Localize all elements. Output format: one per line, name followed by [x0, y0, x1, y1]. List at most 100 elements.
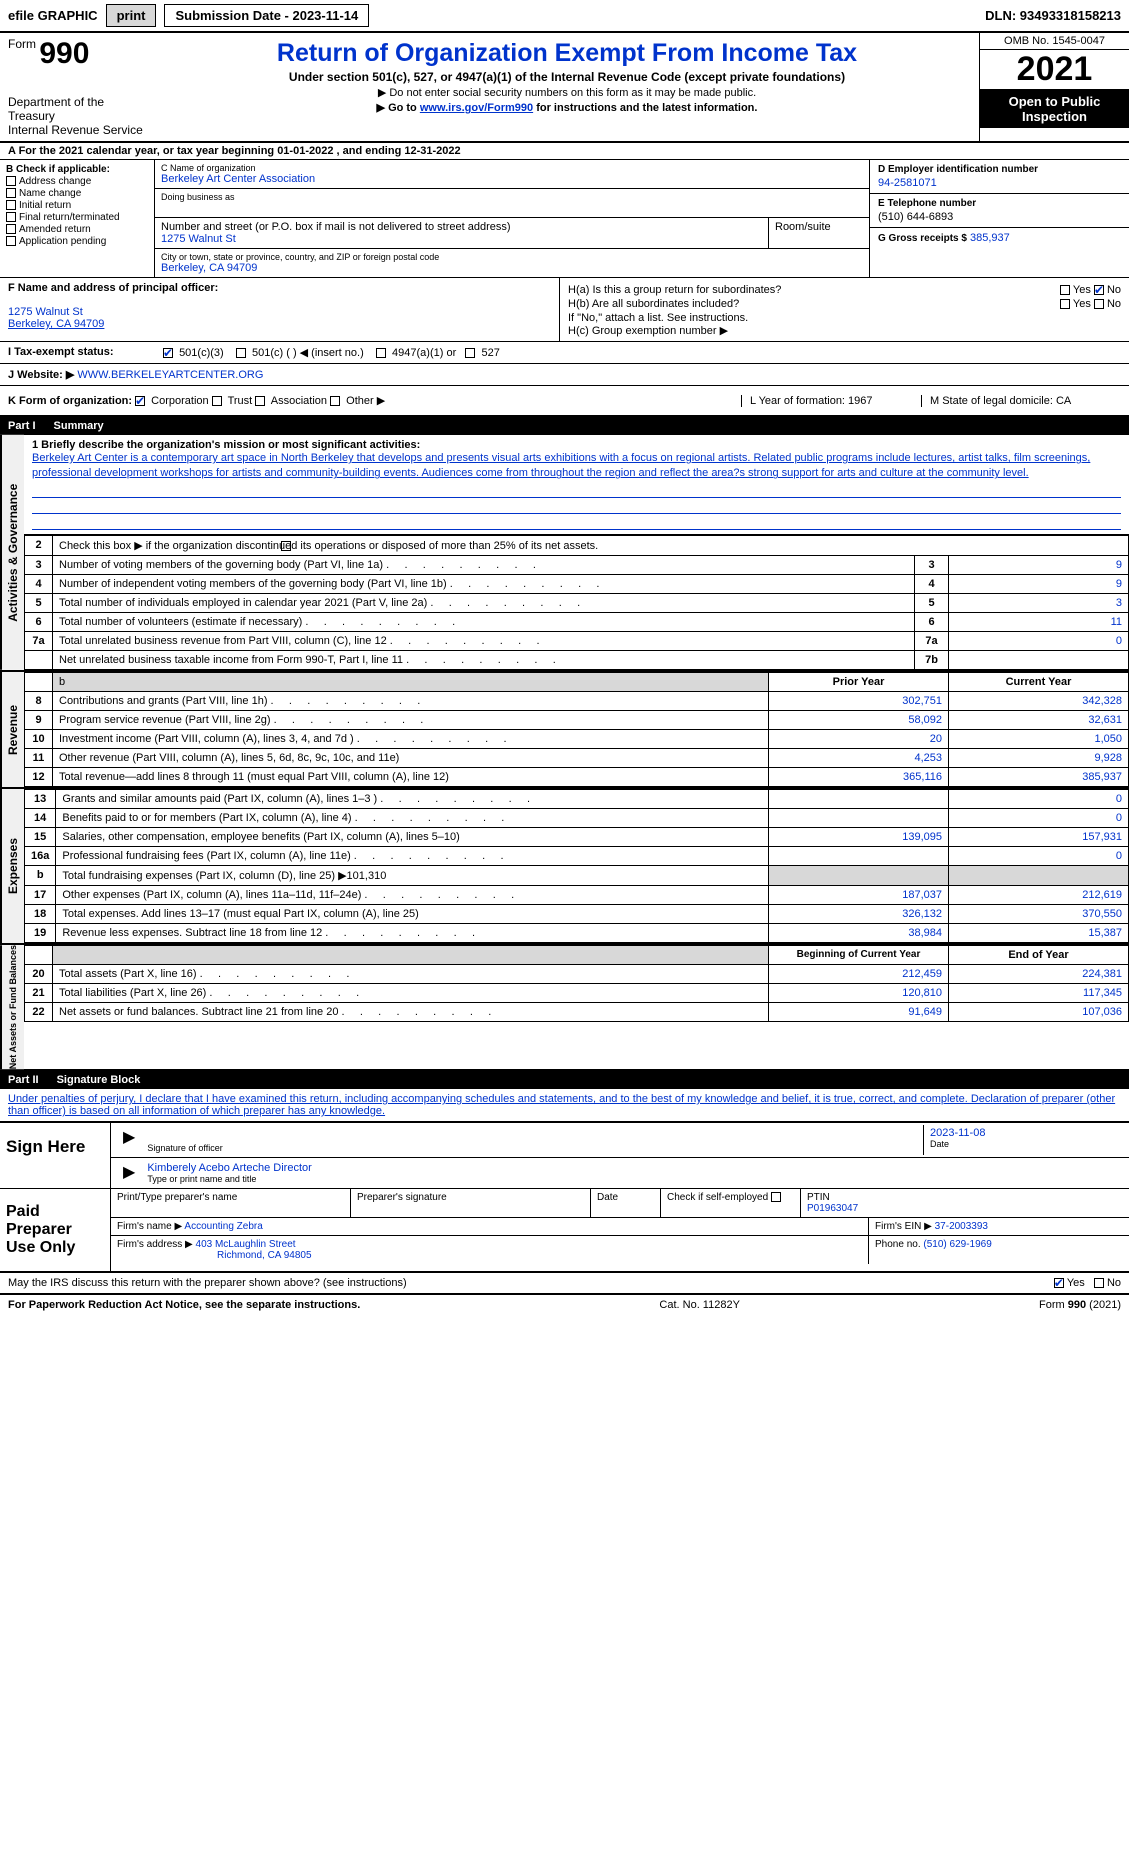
- column-d: D Employer identification number 94-2581…: [869, 160, 1129, 277]
- firm-name: Accounting Zebra: [184, 1221, 262, 1232]
- column-f: F Name and address of principal officer:…: [0, 278, 560, 341]
- firm-phone: (510) 629-1969: [923, 1239, 991, 1250]
- form-header: Form 990 Department of the Treasury Inte…: [0, 33, 1129, 143]
- chk-527[interactable]: [465, 348, 475, 358]
- table-row: 9 Program service revenue (Part VIII, li…: [25, 710, 1129, 729]
- section-revenue: Revenue b Prior Year Current Year 8 Cont…: [0, 672, 1129, 789]
- chk-ha-yes[interactable]: [1060, 285, 1070, 295]
- sig-name-label: Type or print name and title: [147, 1174, 1117, 1184]
- hb-yes: Yes: [1073, 298, 1091, 310]
- row-i-tax-status: I Tax-exempt status: 501(c)(3) 501(c) ( …: [0, 342, 1129, 364]
- section-activities: Activities & Governance 1 Briefly descri…: [0, 435, 1129, 672]
- org-name: Berkeley Art Center Association: [161, 173, 863, 185]
- i-4947: 4947(a)(1) or: [392, 347, 456, 359]
- tab-revenue: Revenue: [0, 672, 24, 787]
- firm-addr1: 403 McLaughlin Street: [196, 1239, 296, 1250]
- efile-label: efile GRAPHIC: [8, 8, 98, 23]
- chk-final-return[interactable]: [6, 212, 16, 222]
- line12-curr: 385,937: [949, 767, 1129, 786]
- prep-sig-label: Preparer's signature: [351, 1189, 591, 1217]
- mission-text: Berkeley Art Center is a contemporary ar…: [32, 451, 1121, 482]
- line17-curr: 212,619: [949, 885, 1129, 904]
- chk-app-pending[interactable]: [6, 236, 16, 246]
- f-addr1: 1275 Walnut St: [8, 306, 551, 318]
- line7b-val: [949, 650, 1129, 669]
- chk-initial-return[interactable]: [6, 200, 16, 210]
- table-row: 4 Number of independent voting members o…: [25, 574, 1129, 593]
- blank-line: [32, 500, 1121, 514]
- chk-discuss-no[interactable]: [1094, 1278, 1104, 1288]
- line13-desc: Grants and similar amounts paid (Part IX…: [56, 789, 769, 808]
- chk-4947[interactable]: [376, 348, 386, 358]
- line21-beg: 120,810: [769, 983, 949, 1002]
- net-assets-table: Beginning of Current Year End of Year 20…: [24, 945, 1129, 1022]
- paid-preparer-row: Paid Preparer Use Only Print/Type prepar…: [0, 1189, 1129, 1273]
- chk-hb-no[interactable]: [1094, 299, 1104, 309]
- line9-desc: Program service revenue (Part VIII, line…: [53, 710, 769, 729]
- print-button[interactable]: print: [106, 4, 157, 27]
- line8-prior: 302,751: [769, 691, 949, 710]
- rev-hdr-prior: Prior Year: [769, 672, 949, 691]
- chk-name-change[interactable]: [6, 188, 16, 198]
- row-j-website: J Website: ▶ WWW.BERKELEYARTCENTER.ORG: [0, 364, 1129, 386]
- chk-ha-no[interactable]: [1094, 285, 1104, 295]
- line11-curr: 9,928: [949, 748, 1129, 767]
- link-suffix: for instructions and the latest informat…: [536, 102, 757, 114]
- line18-desc: Total expenses. Add lines 13–17 (must eq…: [56, 904, 769, 923]
- table-row: 15 Salaries, other compensation, employe…: [25, 827, 1129, 846]
- link-prefix: ▶ Go to: [377, 102, 420, 114]
- chk-501c[interactable]: [236, 348, 246, 358]
- irs-link[interactable]: www.irs.gov/Form990: [420, 102, 533, 114]
- topbar: efile GRAPHIC print Submission Date - 20…: [0, 0, 1129, 33]
- rev-hdr-curr: Current Year: [949, 672, 1129, 691]
- line3-val: 9: [949, 555, 1129, 574]
- form-number: 990: [39, 37, 89, 70]
- line17-prior: 187,037: [769, 885, 949, 904]
- gross-value: 385,937: [970, 232, 1010, 244]
- table-row: b Prior Year Current Year: [25, 672, 1129, 691]
- table-row: 16a Professional fundraising fees (Part …: [25, 846, 1129, 865]
- chk-amended[interactable]: [6, 224, 16, 234]
- i-501c: 501(c) ( ) ◀ (insert no.): [252, 347, 364, 359]
- line17-desc: Other expenses (Part IX, column (A), lin…: [56, 885, 769, 904]
- sign-here-label: Sign Here: [0, 1123, 110, 1188]
- form-link-line: ▶ Go to www.irs.gov/Form990 for instruct…: [163, 101, 971, 114]
- line11-prior: 4,253: [769, 748, 949, 767]
- table-row: 6 Total number of volunteers (estimate i…: [25, 612, 1129, 631]
- chk-other[interactable]: [330, 396, 340, 406]
- section-bcd: B Check if applicable: Address change Na…: [0, 160, 1129, 278]
- chk-trust[interactable]: [212, 396, 222, 406]
- chk-discuss-yes[interactable]: [1054, 1278, 1064, 1288]
- line21-desc: Total liabilities (Part X, line 26): [53, 983, 769, 1002]
- chk-corporation[interactable]: [135, 396, 145, 406]
- c-room-label: Room/suite: [775, 221, 863, 233]
- chk-line2[interactable]: [281, 541, 291, 551]
- chk-association[interactable]: [255, 396, 265, 406]
- chk-address-change[interactable]: [6, 176, 16, 186]
- form-warning: ▶ Do not enter social security numbers o…: [163, 86, 971, 99]
- k-label: K Form of organization:: [8, 395, 132, 407]
- prep-ptin-value: P01963047: [807, 1203, 1123, 1214]
- chk-self-employed[interactable]: [771, 1192, 781, 1202]
- line6-val: 11: [949, 612, 1129, 631]
- chk-501c3[interactable]: [163, 348, 173, 358]
- sign-here-row: Sign Here ▶ Signature of officer 2023-11…: [0, 1123, 1129, 1189]
- net-hdr-end: End of Year: [949, 945, 1129, 964]
- table-row: 17 Other expenses (Part IX, column (A), …: [25, 885, 1129, 904]
- gross-label: G Gross receipts $: [878, 233, 967, 244]
- line9-curr: 32,631: [949, 710, 1129, 729]
- sig-declaration-text: Under penalties of perjury, I declare th…: [8, 1093, 1115, 1117]
- k-trust: Trust: [228, 395, 253, 407]
- paid-preparer-label: Paid Preparer Use Only: [0, 1189, 110, 1271]
- preparer-grid: Print/Type preparer's name Preparer's si…: [111, 1189, 1129, 1218]
- form-year: 2021: [980, 50, 1129, 90]
- expenses-table: 13 Grants and similar amounts paid (Part…: [24, 789, 1129, 943]
- lbl-name-change: Name change: [19, 188, 81, 199]
- c-name-label: C Name of organization: [161, 163, 863, 173]
- line20-desc: Total assets (Part X, line 16): [53, 964, 769, 983]
- line9-prior: 58,092: [769, 710, 949, 729]
- chk-hb-yes[interactable]: [1060, 299, 1070, 309]
- table-row: Net unrelated business taxable income fr…: [25, 650, 1129, 669]
- line14-prior: [769, 808, 949, 827]
- signature-declaration: Under penalties of perjury, I declare th…: [0, 1089, 1129, 1123]
